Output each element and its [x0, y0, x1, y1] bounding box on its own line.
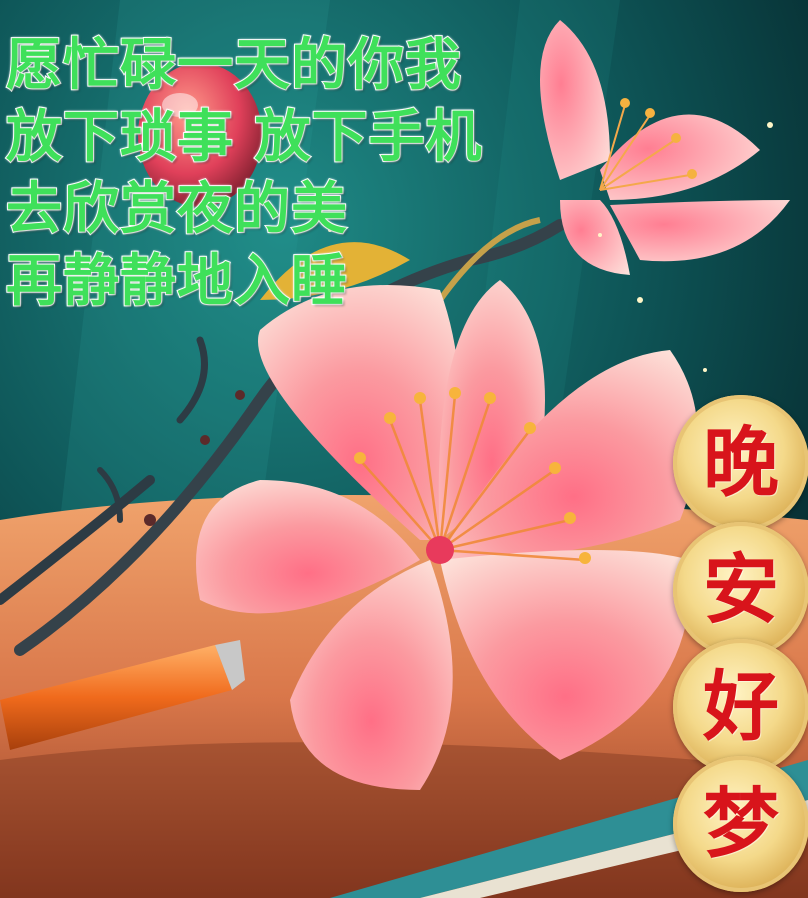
greeting-medal-1: 晚 — [673, 395, 808, 531]
greeting-char-wan: 晚 — [703, 418, 779, 507]
poem-line-4: 再静静地入睡 — [5, 248, 348, 315]
greeting-medal-4: 梦 — [673, 756, 808, 892]
poem-line-2: 放下琐事 放下手机 — [5, 104, 483, 171]
greeting-char-meng: 梦 — [703, 779, 779, 868]
poem-line-3: 去欣赏夜的美 — [5, 176, 348, 243]
greeting-char-an: 安 — [703, 545, 779, 634]
poem-text: 愿忙碌一天的你我 放下琐事 放下手机 去欣赏夜的美 再静静地入睡 — [5, 30, 483, 318]
greeting-char-hao: 好 — [703, 662, 779, 751]
poem-line-1: 愿忙碌一天的你我 — [5, 32, 462, 99]
greeting-medal-2: 安 — [673, 522, 808, 658]
greeting-medal-3: 好 — [673, 639, 808, 775]
